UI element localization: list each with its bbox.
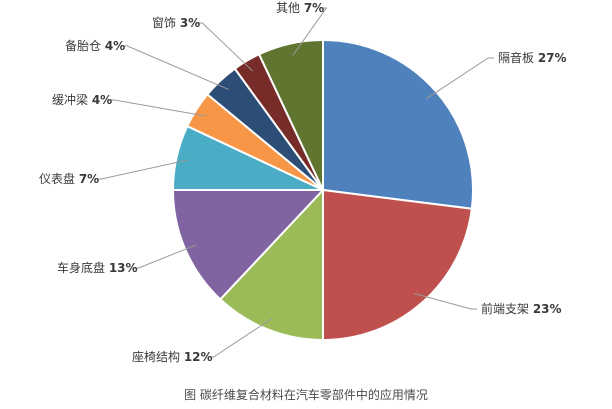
pie-slice: [322, 38, 474, 210]
figure-caption: 图 碳纤维复合材料在汽车零部件中的应用情况: [184, 388, 428, 402]
pie-slices: [171, 38, 474, 342]
slice-label: 备胎仓 4%: [65, 39, 125, 53]
slice-label-name: 前端支架: [481, 301, 533, 316]
leader-line: [292, 7, 328, 56]
slice-label: 窗饰 3%: [152, 16, 200, 30]
slice-label-percent: 3%: [180, 16, 200, 30]
slice-label: 隔音板 27%: [498, 50, 567, 65]
slice-label-percent: 4%: [92, 93, 112, 107]
slice-label-percent: 12%: [184, 350, 213, 364]
slice-label-name: 仪表盘: [39, 171, 79, 186]
slice-label-percent: 7%: [79, 172, 99, 186]
slice-label-name: 缓冲梁: [52, 92, 92, 107]
slice-label-name: 备胎仓: [65, 39, 105, 53]
slice-label: 座椅结构 12%: [132, 349, 213, 364]
slice-label: 车身底盘 13%: [57, 260, 138, 275]
leader-line: [108, 99, 207, 117]
slice-label: 缓冲梁 4%: [52, 92, 112, 107]
slice-label: 仪表盘 7%: [39, 171, 99, 186]
slice-label-name: 其他: [276, 1, 304, 15]
slice-label-percent: 4%: [105, 39, 125, 53]
slice-label-percent: 27%: [538, 51, 567, 65]
slice-label-percent: 13%: [109, 261, 138, 275]
slice-label-name: 车身底盘: [57, 260, 109, 275]
leader-line: [196, 22, 254, 72]
pie-slice: [218, 187, 324, 342]
slice-label-name: 窗饰: [152, 16, 180, 30]
pie-slice: [322, 188, 473, 342]
slice-label: 其他 7%: [276, 1, 324, 15]
slice-label-percent: 7%: [304, 1, 324, 15]
slice-label: 前端支架 23%: [481, 301, 562, 316]
leader-line: [95, 159, 189, 180]
slice-label-name: 隔音板: [498, 50, 538, 65]
leader-line: [132, 244, 197, 269]
slice-label-percent: 23%: [533, 302, 562, 316]
leader-line: [414, 293, 477, 310]
leader-line: [121, 45, 229, 90]
pie-slice: [257, 38, 324, 191]
pie-labels: 隔音板 27% 前端支架 23% 座椅结构 12% 车身底盘 13% 仪表盘 7% 缓冲梁…: [39, 1, 567, 364]
leader-line: [426, 57, 494, 100]
slice-label-name: 座椅结构: [132, 349, 184, 364]
leader-line: [207, 317, 273, 358]
